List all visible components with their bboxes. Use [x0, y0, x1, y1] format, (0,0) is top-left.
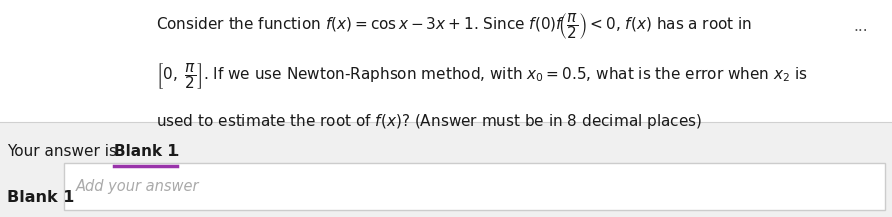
FancyBboxPatch shape — [0, 0, 892, 122]
Text: used to estimate the root of $f(x)$? (Answer must be in 8 decimal places): used to estimate the root of $f(x)$? (An… — [156, 112, 702, 131]
FancyBboxPatch shape — [64, 163, 885, 210]
Text: $\left[0,\ \dfrac{\pi}{2}\right]$. If we use Newton-Raphson method, with $x_0 = : $\left[0,\ \dfrac{\pi}{2}\right]$. If we… — [156, 61, 808, 91]
Text: Blank 1: Blank 1 — [7, 190, 75, 205]
Text: .: . — [174, 144, 178, 159]
Text: Blank 1: Blank 1 — [114, 144, 178, 159]
Text: Your answer is: Your answer is — [7, 144, 122, 159]
Text: ...: ... — [854, 18, 868, 34]
Text: Consider the function $f(x) = \cos x - 3x + 1$. Since $f(0)f\!\left(\dfrac{\pi}{: Consider the function $f(x) = \cos x - 3… — [156, 11, 753, 41]
Text: Add your answer: Add your answer — [76, 179, 199, 194]
